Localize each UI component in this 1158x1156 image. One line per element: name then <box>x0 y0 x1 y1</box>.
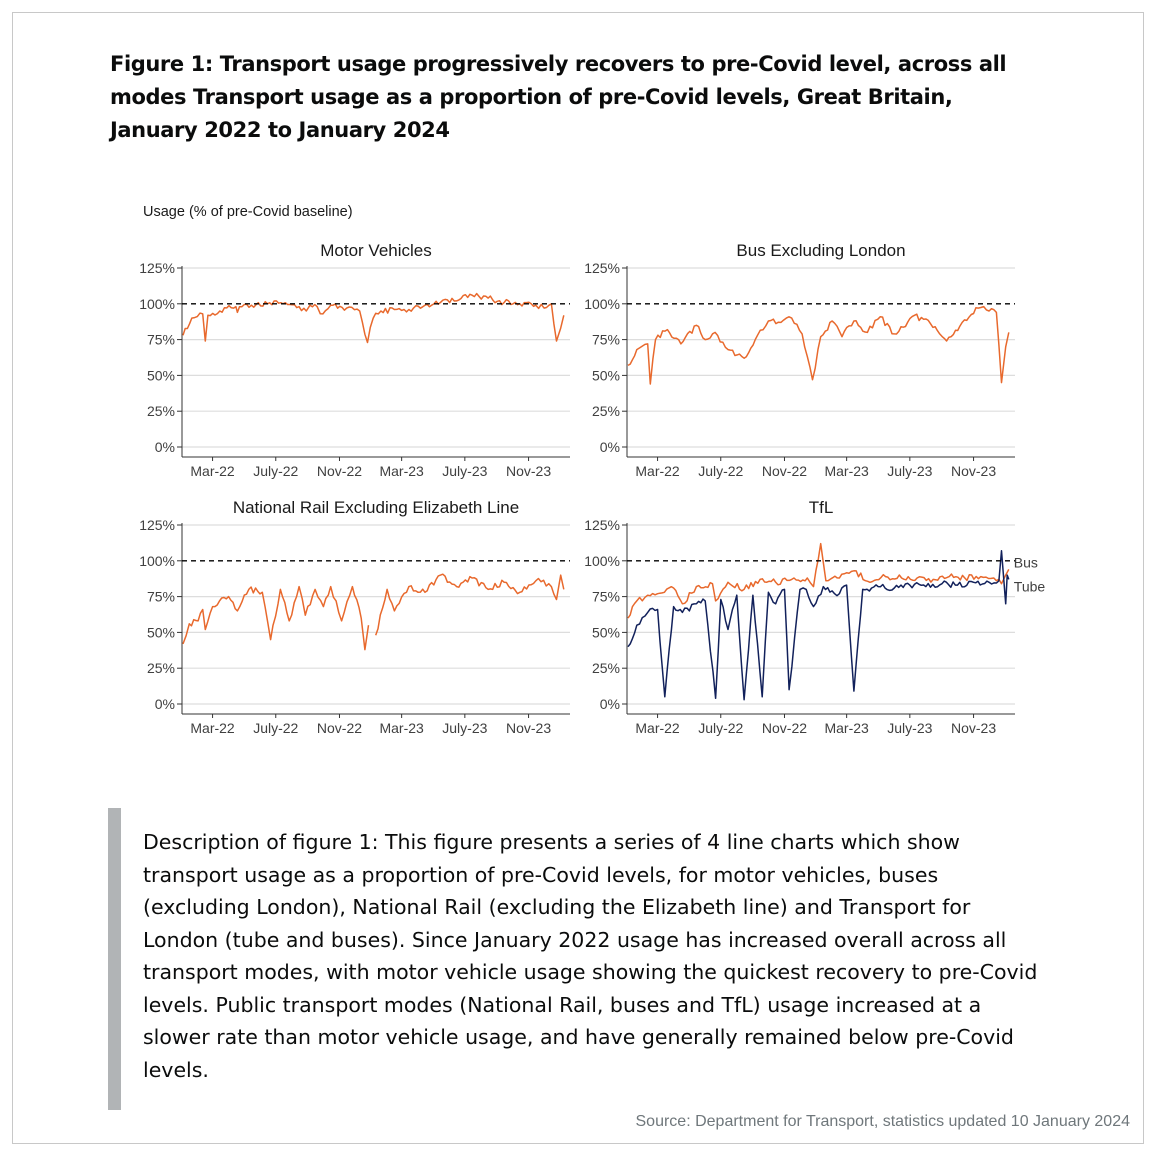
y-tick-label: 125% <box>584 260 620 276</box>
x-tick-label: Nov-23 <box>506 463 551 479</box>
y-tick-label: 125% <box>139 517 175 533</box>
y-axis-label: Usage (% of pre-Covid baseline) <box>143 204 353 220</box>
panel-title: TfL <box>809 498 834 517</box>
chart-panel-motor-vehicles: Motor Vehicles 0% 25% 50% 75% 100% 125% Mar-22 J… <box>139 241 570 479</box>
x-tick-label: Nov-23 <box>506 720 551 736</box>
x-tick-label: July-22 <box>698 463 743 479</box>
chart-panel-tfl: TfL 0% 25% 50% 75% 100% 125% Mar-22 July-22 Nov-2… <box>584 498 1045 736</box>
x-tick-label: July-22 <box>253 720 298 736</box>
series-line-national-rail-excluding-elizabeth-line <box>182 573 565 651</box>
figure-title: Figure 1: Transport usage progressively … <box>110 52 1007 142</box>
panel-title: National Rail Excluding Elizabeth Line <box>233 498 519 517</box>
figure-description: Description of figure 1: This figure pre… <box>143 830 1038 1082</box>
y-tick-label: 50% <box>592 367 620 383</box>
x-tick-label: Nov-22 <box>762 463 807 479</box>
chart-panel-bus-excluding-london: Bus Excluding London 0% 25% 50% 75% 100% 125% M… <box>584 241 1015 479</box>
y-tick-label: 75% <box>592 332 620 348</box>
y-tick-label: 0% <box>155 439 175 455</box>
series-line-bus <box>627 542 1010 619</box>
x-tick-label: July-22 <box>253 463 298 479</box>
y-tick-label: 125% <box>584 517 620 533</box>
x-tick-label: Nov-23 <box>951 463 996 479</box>
x-tick-label: July-23 <box>887 463 932 479</box>
series-line-bus-excluding-london <box>627 305 1010 385</box>
y-tick-label: 50% <box>592 624 620 640</box>
chart-panel-national-rail: National Rail Excluding Elizabeth Line 0%… <box>139 498 570 736</box>
figure-frame <box>12 12 1144 1144</box>
y-tick-label: 100% <box>584 296 620 312</box>
y-tick-label: 75% <box>147 589 175 605</box>
x-tick-label: Nov-22 <box>317 720 362 736</box>
x-tick-label: July-23 <box>442 463 487 479</box>
y-tick-label: 25% <box>147 660 175 676</box>
y-tick-label: 25% <box>592 403 620 419</box>
x-tick-label: Mar-23 <box>824 720 869 736</box>
series-label-tube: Tube <box>1014 578 1046 594</box>
x-tick-label: July-23 <box>887 720 932 736</box>
x-tick-label: Mar-23 <box>379 720 424 736</box>
series-line-tube <box>627 550 1010 701</box>
x-tick-label: July-23 <box>442 720 487 736</box>
x-tick-label: Nov-22 <box>317 463 362 479</box>
x-tick-label: Nov-23 <box>951 720 996 736</box>
x-tick-label: Mar-23 <box>379 463 424 479</box>
y-tick-label: 100% <box>584 553 620 569</box>
y-tick-label: 50% <box>147 624 175 640</box>
figure-description-box: Description of figure 1: This figure pre… <box>108 808 1038 1110</box>
y-tick-label: 0% <box>600 696 620 712</box>
x-tick-label: Mar-22 <box>635 720 680 736</box>
x-tick-label: Mar-22 <box>190 463 235 479</box>
x-tick-label: Mar-23 <box>824 463 869 479</box>
y-tick-label: 100% <box>139 553 175 569</box>
x-tick-label: Mar-22 <box>190 720 235 736</box>
source-note: Source: Department for Transport, statis… <box>635 1113 1131 1130</box>
x-tick-label: Mar-22 <box>635 463 680 479</box>
x-tick-label: Nov-22 <box>762 720 807 736</box>
y-tick-label: 25% <box>147 403 175 419</box>
y-tick-label: 0% <box>155 696 175 712</box>
y-tick-label: 75% <box>147 332 175 348</box>
panel-title: Motor Vehicles <box>320 241 432 260</box>
y-tick-label: 75% <box>592 589 620 605</box>
y-tick-label: 0% <box>600 439 620 455</box>
y-tick-label: 125% <box>139 260 175 276</box>
y-tick-label: 100% <box>139 296 175 312</box>
x-tick-label: July-22 <box>698 720 743 736</box>
series-label-bus: Bus <box>1014 554 1038 570</box>
y-tick-label: 50% <box>147 367 175 383</box>
series-line-motor-vehicles <box>182 292 565 344</box>
panel-title: Bus Excluding London <box>736 241 905 260</box>
y-tick-label: 25% <box>592 660 620 676</box>
